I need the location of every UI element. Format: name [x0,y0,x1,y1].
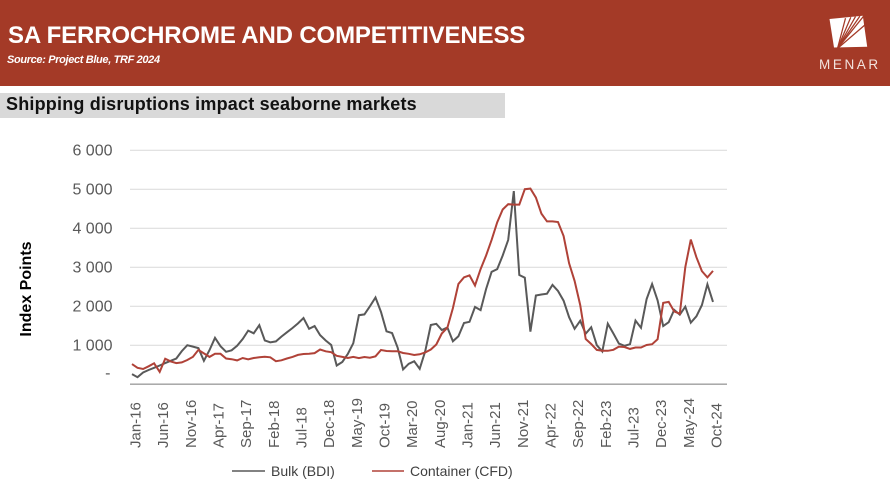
svg-text:Jan-16: Jan-16 [128,402,145,448]
svg-text:Nov-16: Nov-16 [183,400,200,448]
svg-text:Feb-18: Feb-18 [266,400,283,448]
svg-text:6 000: 6 000 [72,143,112,160]
svg-text:Jan-21: Jan-21 [460,402,477,448]
svg-text:Jul-23: Jul-23 [626,407,643,448]
svg-text:Sep-22: Sep-22 [570,400,587,448]
svg-text:Aug-20: Aug-20 [432,400,449,448]
svg-text:Mar-20: Mar-20 [404,400,421,448]
svg-text:Jul-18: Jul-18 [294,407,311,448]
svg-text:Jun-16: Jun-16 [155,402,172,448]
svg-text:Container (CFD): Container (CFD) [410,463,513,479]
svg-text:Apr-22: Apr-22 [543,403,560,448]
svg-text:Dec-23: Dec-23 [653,400,670,448]
svg-text:-: - [105,365,110,382]
svg-text:Index Points: Index Points [18,241,35,336]
svg-text:5 000: 5 000 [72,182,112,199]
svg-text:Dec-18: Dec-18 [321,400,338,448]
svg-text:3 000: 3 000 [72,260,112,277]
svg-text:Oct-19: Oct-19 [377,403,394,448]
svg-text:Apr-17: Apr-17 [211,403,228,448]
svg-text:2 000: 2 000 [72,299,112,316]
svg-text:Nov-21: Nov-21 [515,400,532,448]
svg-text:4 000: 4 000 [72,221,112,238]
svg-text:May-19: May-19 [349,398,366,448]
svg-text:Jun-21: Jun-21 [487,402,504,448]
svg-text:Bulk (BDI): Bulk (BDI) [271,463,335,479]
svg-text:May-24: May-24 [681,398,698,448]
svg-text:Oct-24: Oct-24 [709,403,726,448]
svg-text:Sep-17: Sep-17 [238,400,255,448]
svg-text:MENAR: MENAR [819,57,881,72]
svg-text:Feb-23: Feb-23 [598,400,615,448]
svg-text:1 000: 1 000 [72,338,112,355]
